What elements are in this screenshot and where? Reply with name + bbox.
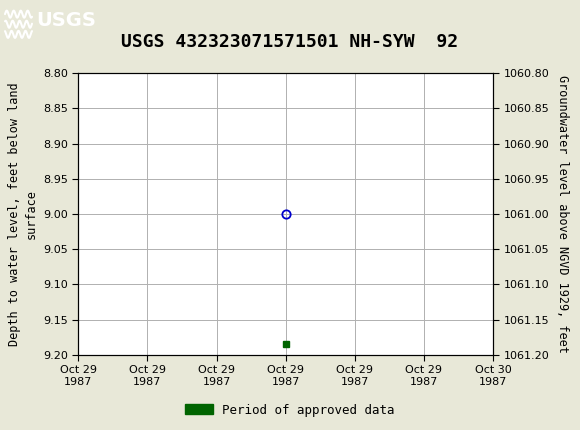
Legend: Period of approved data: Period of approved data [180, 399, 400, 421]
Text: USGS 432323071571501 NH-SYW  92: USGS 432323071571501 NH-SYW 92 [121, 33, 459, 51]
Text: USGS: USGS [36, 11, 96, 30]
Y-axis label: Groundwater level above NGVD 1929, feet: Groundwater level above NGVD 1929, feet [556, 75, 569, 353]
Y-axis label: Depth to water level, feet below land
surface: Depth to water level, feet below land su… [9, 82, 38, 346]
